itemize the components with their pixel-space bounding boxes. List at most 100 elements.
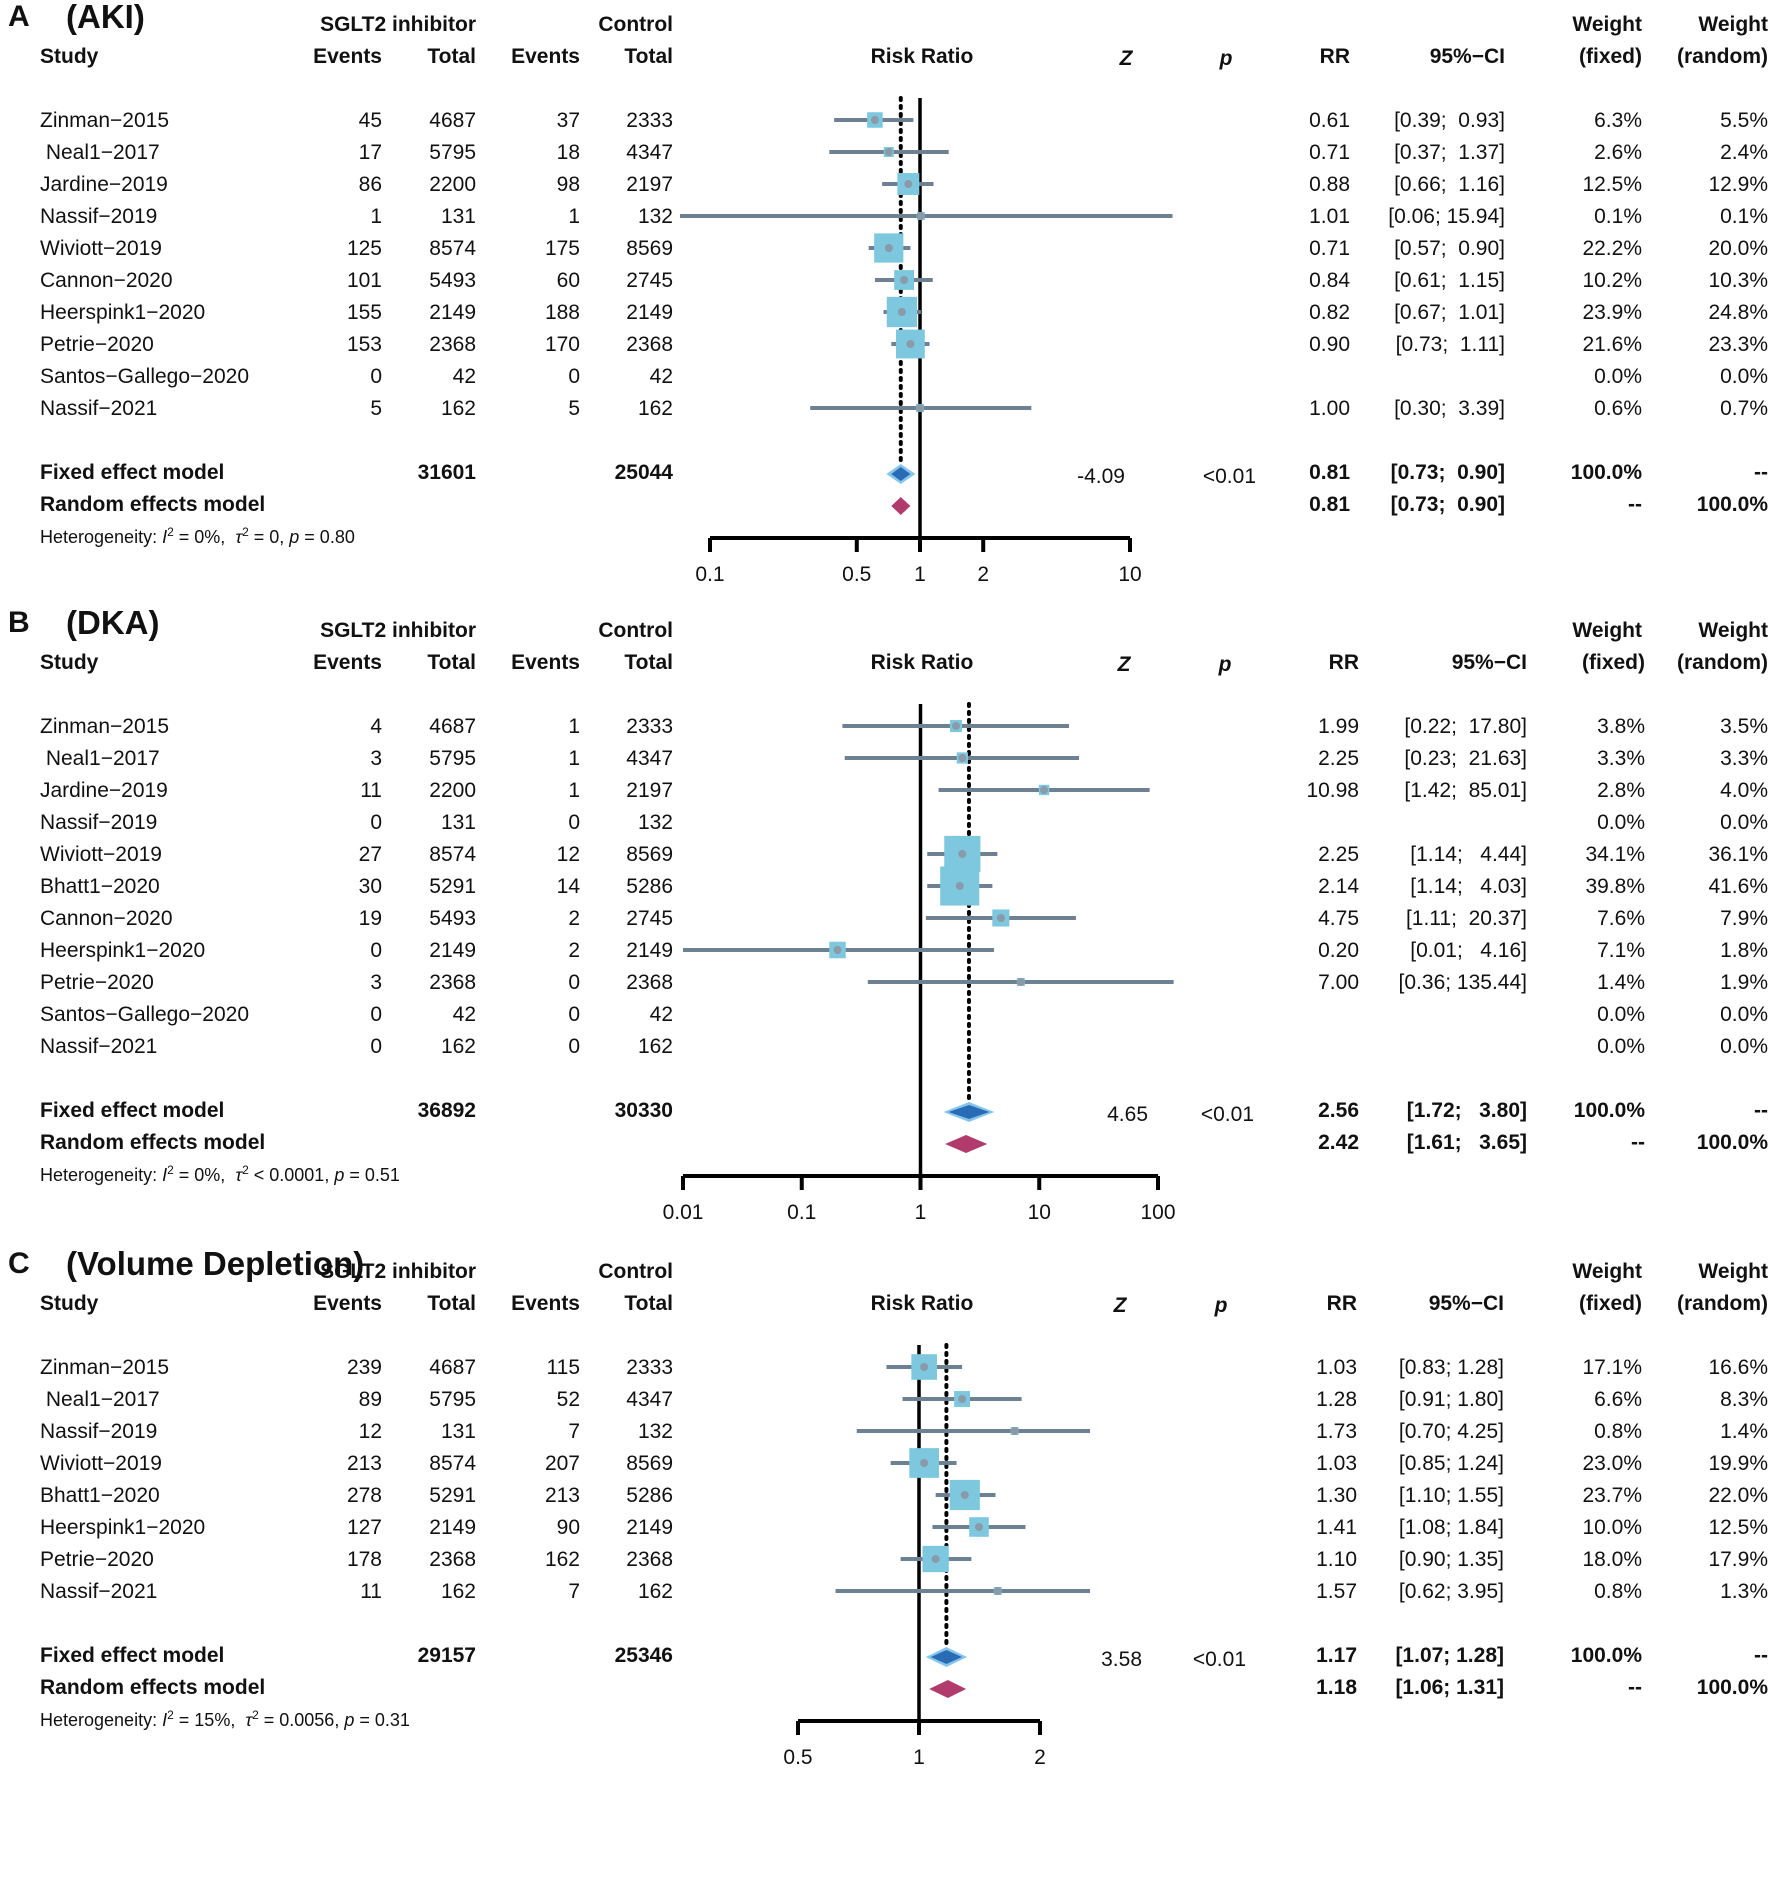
- total-sglt2: 131: [440, 811, 476, 834]
- rr-value: 2.14: [1318, 875, 1359, 898]
- weight-random: 12.9%: [1708, 173, 1768, 196]
- study-name: Nassif−2021: [40, 1035, 158, 1058]
- header-study: Study: [40, 45, 99, 68]
- header-control: Control: [598, 1260, 673, 1283]
- ci-value: [0.73; 1.11]: [1395, 333, 1505, 356]
- fixed-weight-fixed: 100.0%: [1570, 1644, 1642, 1667]
- fixed-p: <0.01: [1192, 1648, 1246, 1671]
- rr-value: 2.25: [1318, 843, 1359, 866]
- random-weight-random: 100.0%: [1696, 1131, 1768, 1154]
- het-tau: τ: [235, 527, 243, 547]
- x-tick-label: 10: [1027, 1201, 1051, 1224]
- point-estimate: [1010, 1427, 1019, 1435]
- weight-random: 0.0%: [1720, 365, 1768, 388]
- total-control: 5286: [626, 875, 673, 898]
- ci-value: [0.91; 1.80]: [1398, 1388, 1504, 1411]
- fixed-p: <0.01: [1202, 465, 1256, 488]
- total-sglt2: 2149: [429, 939, 476, 962]
- events-control: 18: [556, 141, 580, 164]
- header-z: Z: [1117, 653, 1131, 676]
- forest-plot-svg: [796, 1343, 1090, 1735]
- events-sglt2: 239: [346, 1356, 382, 1379]
- weight-random: 24.8%: [1708, 301, 1768, 324]
- events-sglt2: 3: [370, 971, 382, 994]
- header-events-2: Events: [511, 45, 580, 68]
- weight-random: 10.3%: [1708, 269, 1768, 292]
- study-name: Zinman−2015: [40, 1356, 170, 1379]
- point-estimate: [958, 850, 967, 858]
- weight-random: 3.5%: [1720, 715, 1768, 738]
- ci-value: [0.23; 21.63]: [1404, 747, 1527, 770]
- events-control: 1: [568, 779, 580, 802]
- total-control: 2333: [626, 715, 673, 738]
- weight-fixed: 34.1%: [1585, 843, 1645, 866]
- total-control: 42: [649, 1003, 673, 1026]
- het-i2: I: [162, 527, 168, 547]
- weight-fixed: 0.0%: [1594, 365, 1642, 388]
- study-name: Petrie−2020: [40, 333, 154, 356]
- fixed-ci: [1.72; 3.80]: [1406, 1099, 1527, 1122]
- weight-fixed: 22.2%: [1582, 237, 1642, 260]
- study-name: Bhatt1−2020: [40, 875, 160, 898]
- events-control: 170: [544, 333, 580, 356]
- random-rr: 2.42: [1318, 1131, 1359, 1154]
- ci-value: [1.10; 1.55]: [1398, 1484, 1504, 1507]
- header-random: (random): [1677, 651, 1768, 674]
- het-i2-sup: 2: [167, 1708, 174, 1722]
- study-name: Nassif−2021: [40, 397, 158, 420]
- rr-value: 0.88: [1309, 173, 1350, 196]
- heterogeneity-stat: Heterogeneity: I2 = 0%, τ2 = 0, p = 0.80: [40, 526, 355, 546]
- events-control: 0: [568, 811, 580, 834]
- panel-a: A (AKI) SGLT2 inhibitor Control Weight Weight…: [0, 0, 1772, 640]
- forest-plot-svg: [681, 702, 1174, 1190]
- events-sglt2: 5: [370, 397, 382, 420]
- fixed-total-sglt2: 29157: [417, 1644, 476, 1667]
- total-sglt2: 5795: [429, 141, 476, 164]
- total-sglt2: 42: [452, 1003, 476, 1026]
- study-name: Cannon−2020: [40, 269, 173, 292]
- events-control: 0: [568, 365, 580, 388]
- weight-fixed: 17.1%: [1582, 1356, 1642, 1379]
- x-tick-label: 0.1: [787, 1201, 817, 1224]
- random-ci: [0.73; 0.90]: [1390, 493, 1505, 516]
- weight-fixed: 3.3%: [1597, 747, 1645, 770]
- het-p-val: = 0.80: [299, 527, 355, 547]
- weight-fixed: 7.1%: [1597, 939, 1645, 962]
- weight-random: 17.9%: [1708, 1548, 1768, 1571]
- weight-fixed: 10.2%: [1582, 269, 1642, 292]
- events-sglt2: 45: [358, 109, 382, 132]
- header-rr: RR: [1319, 45, 1350, 68]
- study-name: Wiviott−2019: [40, 843, 162, 866]
- weight-random: 7.9%: [1720, 907, 1768, 930]
- weight-random: 41.6%: [1708, 875, 1768, 898]
- weight-fixed: 0.6%: [1594, 397, 1642, 420]
- total-sglt2: 5291: [429, 1484, 476, 1507]
- weight-random: 1.3%: [1720, 1580, 1768, 1603]
- random-label: Random effects model: [40, 493, 266, 516]
- total-sglt2: 5291: [429, 875, 476, 898]
- het-tau-sup: 2: [252, 1708, 259, 1722]
- header-total-1: Total: [427, 1292, 476, 1315]
- ci-value: [0.01; 4.16]: [1410, 939, 1527, 962]
- heterogeneity-stat: Heterogeneity: I2 = 15%, τ2 = 0.0056, p …: [40, 1709, 410, 1729]
- x-tick-label: 1: [914, 563, 926, 586]
- total-sglt2: 5795: [429, 1388, 476, 1411]
- fixed-label: Fixed effect model: [40, 461, 225, 484]
- total-control: 2368: [626, 1548, 673, 1571]
- events-control: 14: [556, 875, 580, 898]
- rr-value: 0.71: [1309, 237, 1350, 260]
- ci-value: [1.14; 4.44]: [1410, 843, 1527, 866]
- weight-fixed: 2.6%: [1594, 141, 1642, 164]
- ci-value: [0.39; 0.93]: [1394, 109, 1505, 132]
- weight-fixed: 21.6%: [1582, 333, 1642, 356]
- rr-value: 7.00: [1318, 971, 1359, 994]
- rr-value: 1.03: [1316, 1356, 1357, 1379]
- events-sglt2: 4: [370, 715, 382, 738]
- het-i2-sup: 2: [167, 1163, 174, 1177]
- study-name: Neal1−2017: [40, 1388, 160, 1411]
- events-control: 0: [568, 1003, 580, 1026]
- weight-random: 2.4%: [1720, 141, 1768, 164]
- point-estimate: [958, 1395, 967, 1403]
- weight-fixed: 12.5%: [1582, 173, 1642, 196]
- weight-fixed: 6.3%: [1594, 109, 1642, 132]
